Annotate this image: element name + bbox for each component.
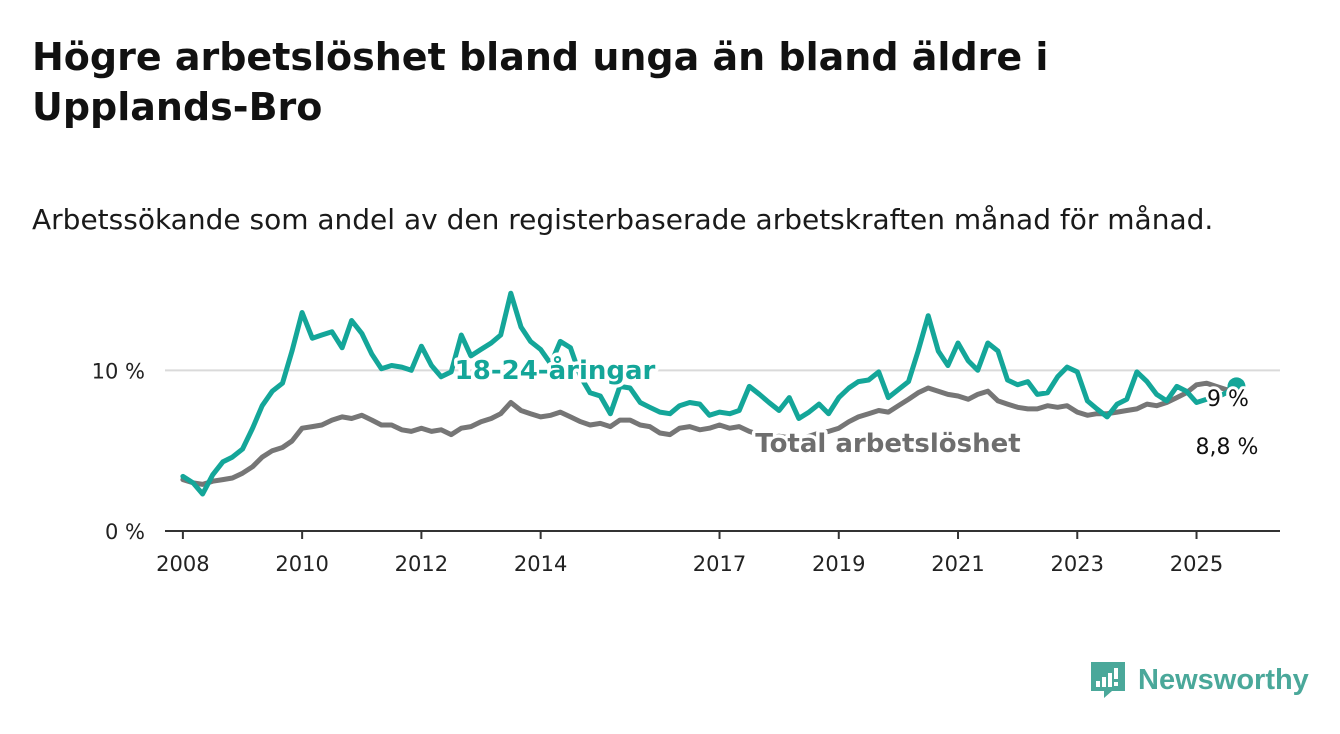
end-label-youth-halo: 9 % [1207,387,1249,412]
series-label-youth: 18-24-åringar [455,354,656,386]
series-label-youth-halo: 18-24-åringar [455,354,656,386]
x-tick-label: 2023 [1051,552,1104,576]
x-tick-label: 2025 [1170,552,1223,576]
x-tick-label: 2010 [275,552,328,576]
end-label-total: 8,8 % [1196,435,1259,460]
x-tick-label: 2008 [156,552,209,576]
line-chart: 0 % 10 % 2008 2010 2012 2014 2017 2019 2021 2023 2… [92,290,1280,576]
chart-subtitle: Arbetssökande som andel av den registerb… [32,203,1214,236]
y-tick-label: 0 % [105,520,145,544]
y-tick-label: 10 % [92,359,145,383]
x-tick-label: 2012 [395,552,448,576]
end-label-youth: 9 % [1207,387,1249,412]
youth-end-marker [1227,377,1246,396]
x-tick-label: 2021 [931,552,984,576]
series-label-total-halo: Total arbetslöshet [755,429,1020,459]
series-line-youth [180,290,1239,497]
newsworthy-logo: Newsworthy [1088,660,1309,700]
x-tick-label: 2014 [514,552,567,576]
end-label-total-halo: 8,8 % [1196,435,1259,460]
series-line-total [180,380,1239,487]
chart-title: Högre arbetslöshet bland unga än bland ä… [32,35,1049,129]
bar-chart-logo-icon [1091,662,1125,698]
brand-name: Newsworthy [1138,663,1309,696]
x-tick-label: 2017 [693,552,746,576]
series-label-total: Total arbetslöshet [755,429,1020,459]
x-tick-label: 2019 [812,552,865,576]
